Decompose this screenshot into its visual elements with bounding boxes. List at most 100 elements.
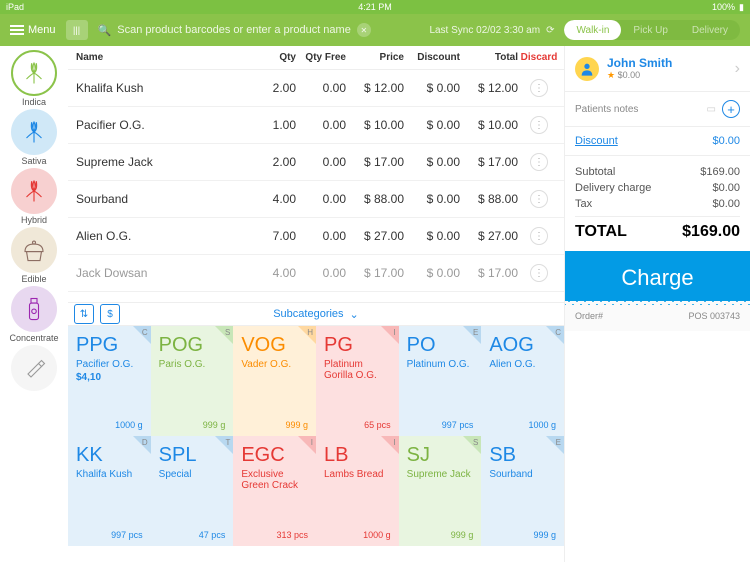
avatar-icon xyxy=(575,57,599,81)
row-price: $ 12.00 xyxy=(346,81,404,95)
product-stock: 313 pcs xyxy=(276,530,308,540)
product-tile[interactable]: E PO Platinum O.G. 997 pcs xyxy=(399,326,482,436)
corner-letter: E xyxy=(556,438,561,447)
category-hybrid[interactable]: Hybrid xyxy=(11,168,57,225)
row-name: Supreme Jack xyxy=(72,155,254,169)
row-more-button[interactable]: ⋮ xyxy=(530,227,548,245)
category-icon xyxy=(11,345,57,391)
row-more-button[interactable]: ⋮ xyxy=(530,116,548,134)
product-name: Exclusive Green Crack xyxy=(241,469,308,491)
row-more-button[interactable]: ⋮ xyxy=(530,153,548,171)
category-indica[interactable]: Indica xyxy=(11,50,57,107)
order-type-walkin[interactable]: Walk-in xyxy=(564,20,621,40)
row-name: Jack Dowsan xyxy=(72,266,254,280)
row-qty: 2.00 xyxy=(254,81,296,95)
cart-row[interactable]: Jack Dowsan 4.00 0.00 $ 17.00 $ 0.00 $ 1… xyxy=(68,255,564,292)
hdr-discard: Discard xyxy=(518,52,560,63)
refresh-icon[interactable]: ⟳ xyxy=(546,25,554,36)
subcategories-label: Subcategories xyxy=(273,308,343,320)
product-tile[interactable]: C AOG Alien O.G. 1000 g xyxy=(481,326,564,436)
order-type-pickup[interactable]: Pick Up xyxy=(621,20,679,40)
row-price: $ 88.00 xyxy=(346,192,404,206)
category-icon xyxy=(11,168,57,214)
row-more-button[interactable]: ⋮ xyxy=(530,79,548,97)
product-tile[interactable]: S POG Paris O.G. 999 g xyxy=(151,326,234,436)
row-name: Alien O.G. xyxy=(72,229,254,243)
category-conc[interactable]: Concentrate xyxy=(9,286,58,343)
category-label: Indica xyxy=(22,97,46,107)
row-total: $ 27.00 xyxy=(460,229,518,243)
row-qty: 7.00 xyxy=(254,229,296,243)
corner-letter: S xyxy=(473,438,478,447)
cart-row[interactable]: Alien O.G. 7.00 0.00 $ 27.00 $ 0.00 $ 27… xyxy=(68,218,564,255)
sort-button[interactable]: ⇅ xyxy=(74,304,94,324)
row-more-button[interactable]: ⋮ xyxy=(530,190,548,208)
note-icon: ▭ xyxy=(707,104,716,115)
row-price: $ 17.00 xyxy=(346,155,404,169)
product-tile[interactable]: I LB Lambs Bread 1000 g xyxy=(316,436,399,546)
menu-button[interactable]: Menu xyxy=(10,24,56,36)
product-tile[interactable]: C PPG Pacifier O.G. $4,10 1000 g xyxy=(68,326,151,436)
category-edible[interactable]: Edible xyxy=(11,227,57,284)
corner-letter: S xyxy=(225,328,230,337)
category-icon xyxy=(11,286,57,332)
corner-letter: H xyxy=(307,328,313,337)
category-label: Edible xyxy=(21,274,46,284)
row-total: $ 17.00 xyxy=(460,266,518,280)
row-qty: 1.00 xyxy=(254,118,296,132)
product-tile[interactable]: T SPL Special 47 pcs xyxy=(151,436,234,546)
patient-notes-row[interactable]: Patients notes ▭ + xyxy=(565,92,750,127)
notes-label: Patients notes xyxy=(575,104,638,115)
category-extra[interactable] xyxy=(11,345,57,392)
hdr-price: Price xyxy=(346,52,404,63)
cart-row[interactable]: Pacifier O.G. 1.00 0.00 $ 10.00 $ 0.00 $… xyxy=(68,107,564,144)
search-area[interactable]: 🔍 Scan product barcodes or enter a produ… xyxy=(98,23,420,37)
sync-info[interactable]: Last Sync 02/02 3:30 am ⟳ xyxy=(429,25,554,36)
hdr-name: Name xyxy=(72,52,254,63)
row-qtyfree: 0.00 xyxy=(296,118,346,132)
price-filter-button[interactable]: $ xyxy=(100,304,120,324)
hdr-qtyfree: Qty Free xyxy=(296,52,346,63)
product-stock: 65 pcs xyxy=(364,420,391,430)
cart-row[interactable]: Sourband 4.00 0.00 $ 88.00 $ 0.00 $ 88.0… xyxy=(68,181,564,218)
customer-points: ★ $0.00 xyxy=(607,70,672,81)
product-tile[interactable]: E SB Sourband 999 g xyxy=(481,436,564,546)
cart-row[interactable]: Supreme Jack 2.00 0.00 $ 17.00 $ 0.00 $ … xyxy=(68,144,564,181)
customer-box[interactable]: John Smith ★ $0.00 › xyxy=(565,46,750,92)
subcategories-bar[interactable]: ⇅ $ Subcategories ⌄ xyxy=(68,302,564,326)
cart-row[interactable]: Khalifa Kush 2.00 0.00 $ 12.00 $ 0.00 $ … xyxy=(68,70,564,107)
row-more-button[interactable]: ⋮ xyxy=(530,264,548,282)
category-label: Hybrid xyxy=(21,215,47,225)
total-value: $169.00 xyxy=(682,223,740,241)
add-note-button[interactable]: + xyxy=(722,100,740,118)
category-sativa[interactable]: Sativa xyxy=(11,109,57,166)
totals: Subtotal$169.00 Delivery charge$0.00 Tax… xyxy=(565,156,750,251)
order-type-delivery[interactable]: Delivery xyxy=(680,20,740,40)
product-tile[interactable]: I PG Platinum Gorilla O.G. 65 pcs xyxy=(316,326,399,436)
barcode-icon[interactable]: ||| xyxy=(66,20,88,40)
discount-row[interactable]: Discount $0.00 xyxy=(565,127,750,156)
row-qtyfree: 0.00 xyxy=(296,81,346,95)
row-name: Sourband xyxy=(72,192,254,206)
product-tile[interactable]: I EGC Exclusive Green Crack 313 pcs xyxy=(233,436,316,546)
corner-icon xyxy=(381,436,399,454)
category-label: Sativa xyxy=(21,156,46,166)
product-tile[interactable]: H VOG Vader O.G. 999 g xyxy=(233,326,316,436)
order-type-toggle[interactable]: Walk-in Pick Up Delivery xyxy=(564,20,740,40)
product-tile[interactable]: S SJ Supreme Jack 999 g xyxy=(399,436,482,546)
cart-table: Name Qty Qty Free Price Discount Total D… xyxy=(68,46,564,302)
product-name: Alien O.G. xyxy=(489,359,556,370)
customer-name: John Smith xyxy=(607,56,672,70)
discount-value: $0.00 xyxy=(712,135,740,147)
row-name: Khalifa Kush xyxy=(72,81,254,95)
product-stock: 999 g xyxy=(533,530,556,540)
row-qtyfree: 0.00 xyxy=(296,266,346,280)
products-grid: C PPG Pacifier O.G. $4,10 1000 g S POG P… xyxy=(68,326,564,546)
subtotal-value: $169.00 xyxy=(700,166,740,178)
charge-button[interactable]: Charge xyxy=(565,251,750,305)
clear-search-icon[interactable]: ✕ xyxy=(357,23,371,37)
product-tile[interactable]: D KK Khalifa Kush 997 pcs xyxy=(68,436,151,546)
row-qty: 4.00 xyxy=(254,266,296,280)
product-stock: 997 pcs xyxy=(111,530,143,540)
corner-letter: C xyxy=(555,328,561,337)
